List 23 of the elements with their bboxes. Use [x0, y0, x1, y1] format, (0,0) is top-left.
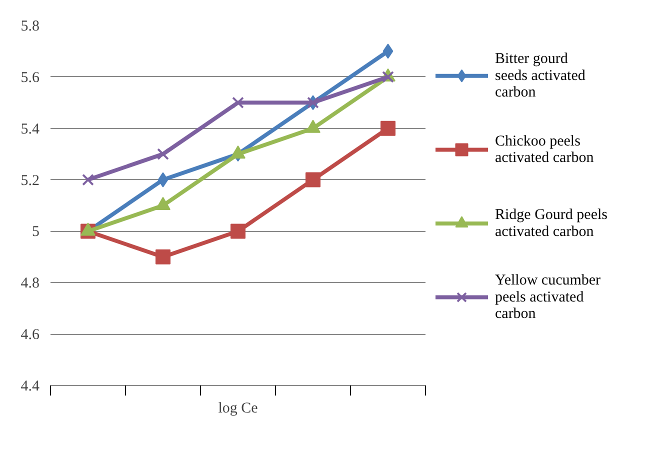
y-tick-label: 4.6	[20, 327, 40, 344]
y-tick-label: 4.8	[20, 276, 40, 292]
y-tick-label: 5.2	[20, 172, 40, 189]
point	[230, 224, 246, 239]
legend-label: Bitter gourd seeds activated carbon	[495, 51, 586, 101]
legend-label: Ridge Gourd peels activated carbon	[495, 207, 608, 240]
point	[306, 172, 320, 188]
point	[157, 148, 169, 160]
point	[82, 174, 94, 186]
y-tick-label: 5.8	[20, 18, 40, 34]
point	[156, 249, 170, 264]
x-axis-title: log Ce	[218, 400, 258, 416]
legend-label: Chickoo peels activated carbon	[495, 133, 594, 166]
point	[382, 44, 394, 59]
point	[380, 120, 396, 136]
y-tick-label: 4.4	[20, 378, 40, 394]
point	[232, 96, 244, 109]
y-tick-label: 5	[32, 224, 40, 240]
point	[158, 172, 168, 188]
legend-label: Yellow cucumber peels activated carbon	[495, 272, 601, 322]
y-tick-label: 5.4	[20, 121, 40, 138]
y-tick-label: 5.6	[20, 70, 40, 86]
point	[382, 70, 394, 83]
